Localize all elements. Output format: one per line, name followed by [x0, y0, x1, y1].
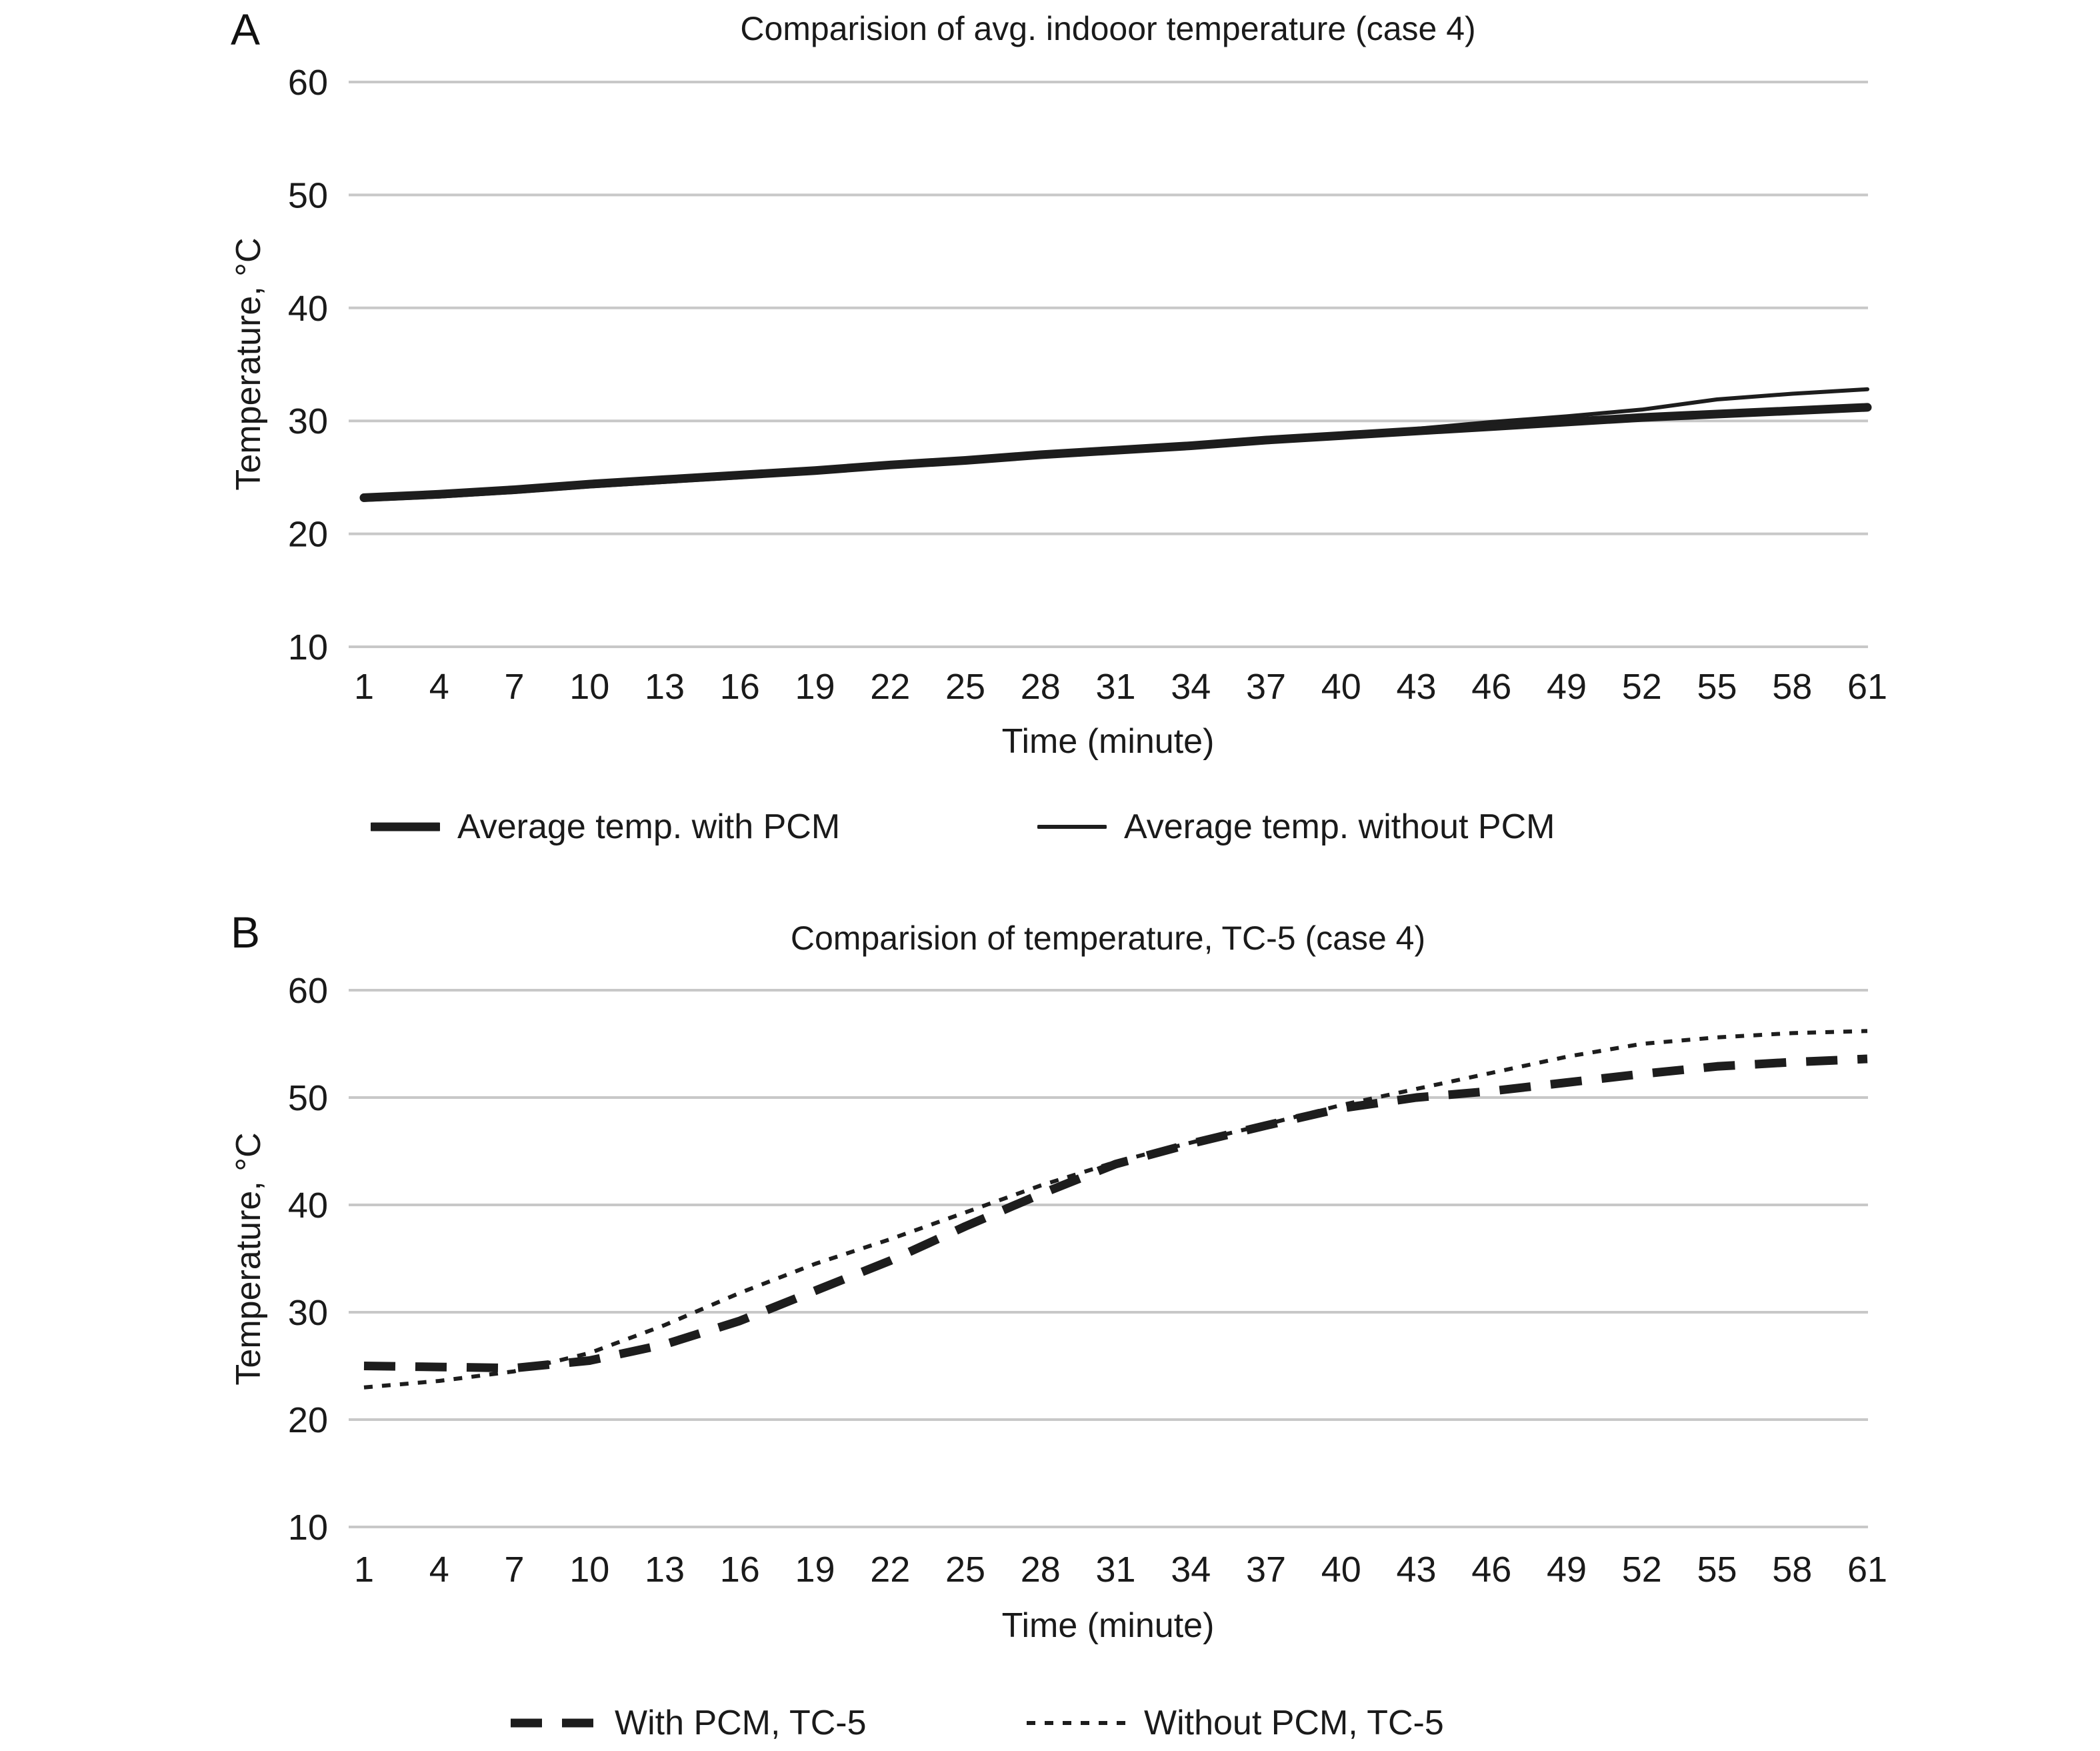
x-tick-label: 13: [645, 1550, 685, 1590]
y-tick-label: 40: [288, 1186, 328, 1226]
x-tick-label: 49: [1547, 1550, 1587, 1590]
legend-label: Without PCM, TC-5: [1144, 1704, 1444, 1742]
x-tick-label: 16: [720, 667, 760, 707]
x-tick-label: 1: [354, 1550, 374, 1590]
x-tick-label: 22: [870, 1550, 910, 1590]
y-tick-label: 60: [288, 63, 328, 103]
y-tick-label: 20: [288, 515, 328, 555]
x-tick-label: 43: [1396, 1550, 1436, 1590]
y-tick-label: 30: [288, 401, 328, 441]
x-tick-label: 28: [1021, 667, 1061, 707]
thick-dashed-line-swatch-icon: [511, 1718, 596, 1728]
x-tick-label: 40: [1321, 1550, 1361, 1590]
x-tick-label: 4: [429, 1550, 449, 1590]
x-tick-label: 19: [795, 667, 835, 707]
y-tick-label: 40: [288, 289, 328, 329]
x-tick-label: 49: [1547, 667, 1587, 707]
x-tick-label: 4: [429, 667, 449, 707]
legend-label: Average temp. with PCM: [457, 807, 841, 846]
chart-a-y-axis-title: Temperature, °C: [229, 237, 268, 491]
x-tick-label: 25: [945, 667, 985, 707]
y-tick-label: 10: [288, 627, 328, 667]
thick-solid-line-swatch-icon: [371, 822, 440, 831]
x-tick-label: 31: [1095, 667, 1135, 707]
y-tick-label: 10: [288, 1508, 328, 1548]
x-tick-label: 28: [1021, 1550, 1061, 1590]
series-line-without-pcm-tc-5: [363, 1029, 1868, 1390]
legend-item-without-pcm-tc5: Without PCM, TC-5: [1025, 1703, 1444, 1743]
x-tick-label: 7: [504, 1550, 524, 1590]
x-tick-label: 37: [1246, 1550, 1286, 1590]
series-line-average-temp-without-pcm: [362, 387, 1869, 502]
y-tick-label: 60: [288, 971, 328, 1011]
x-tick-label: 52: [1622, 667, 1662, 707]
thin-solid-line-swatch-icon: [1037, 825, 1107, 829]
legend-label: With PCM, TC-5: [615, 1704, 867, 1742]
x-tick-label: 40: [1321, 667, 1361, 707]
panel-b-label: B: [231, 908, 261, 957]
thin-dotted-line-swatch-icon: [1027, 1721, 1125, 1725]
legend-item-avg-with-pcm: Average temp. with PCM: [371, 807, 840, 847]
x-tick-label: 34: [1171, 667, 1211, 707]
x-tick-label: 46: [1471, 667, 1511, 707]
x-tick-label: 10: [569, 667, 609, 707]
x-tick-label: 58: [1772, 667, 1812, 707]
legend-label: Average temp. without PCM: [1124, 807, 1555, 846]
series-line-with-pcm-tc-5: [363, 1054, 1868, 1373]
x-tick-label: 46: [1471, 1550, 1511, 1590]
x-tick-label: 43: [1396, 667, 1436, 707]
x-tick-label: 52: [1622, 1550, 1662, 1590]
x-tick-label: 58: [1772, 1550, 1812, 1590]
x-tick-label: 22: [870, 667, 910, 707]
x-tick-label: 19: [795, 1550, 835, 1590]
chart-b-x-axis-title: Time (minute): [1001, 1606, 1215, 1645]
y-tick-label: 30: [288, 1293, 328, 1333]
x-tick-label: 55: [1697, 667, 1737, 707]
x-tick-label: 13: [645, 667, 685, 707]
x-tick-label: 34: [1171, 1550, 1211, 1590]
x-tick-label: 61: [1847, 667, 1887, 707]
y-tick-label: 20: [288, 1400, 328, 1440]
x-tick-label: 37: [1246, 667, 1286, 707]
y-tick-label: 50: [288, 1078, 328, 1118]
x-tick-label: 1: [354, 667, 374, 707]
chart-b-title: Comparision of temperature, TC-5 (case 4…: [790, 920, 1426, 957]
x-tick-label: 25: [945, 1550, 985, 1590]
x-tick-label: 31: [1095, 1550, 1135, 1590]
x-tick-label: 7: [504, 667, 524, 707]
legend-item-avg-without-pcm: Average temp. without PCM: [1037, 807, 1555, 847]
x-tick-label: 10: [569, 1550, 609, 1590]
y-tick-label: 50: [288, 175, 328, 215]
x-tick-label: 16: [720, 1550, 760, 1590]
x-tick-label: 55: [1697, 1550, 1737, 1590]
chart-a-title: Comparision of avg. indooor temperature …: [740, 10, 1476, 47]
chart-a-x-axis-title: Time (minute): [1001, 722, 1215, 761]
legend-item-with-pcm-tc5: With PCM, TC-5: [509, 1703, 867, 1743]
x-tick-label: 61: [1847, 1550, 1887, 1590]
chart-b-y-axis-title: Temperature, °C: [229, 1132, 268, 1386]
panel-a-label: A: [231, 5, 261, 54]
